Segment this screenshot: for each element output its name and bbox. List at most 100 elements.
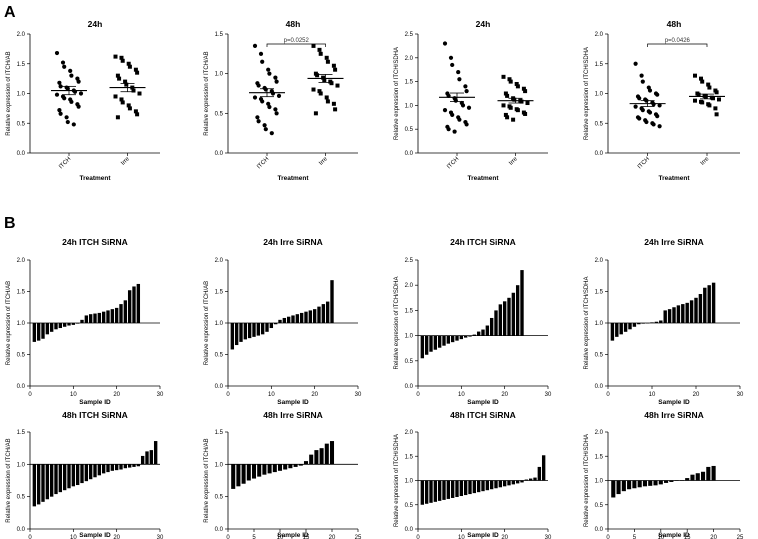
bar [145,451,149,465]
bar [278,319,282,323]
bar [524,479,529,481]
bar [515,285,520,336]
bar [247,323,252,339]
bar [664,480,669,483]
bar [511,480,516,485]
data-point [637,116,642,121]
bar [293,464,298,467]
data-point [331,101,336,106]
bar [88,314,93,323]
bar [706,466,711,481]
y-tick-label: 0.0 [405,527,414,533]
bar [314,450,319,465]
bar [41,464,45,502]
bar [468,480,472,495]
y-axis-label: Relative expression of ITCH/AB [204,438,210,522]
y-tick-label: 1.0 [17,462,26,468]
bar [695,473,700,481]
y-axis-label: Relative expression of ITCH/SDHA [584,276,590,369]
bar [330,280,334,323]
bar [623,323,628,332]
data-point [335,83,340,88]
bar [420,335,425,359]
bar [429,480,433,503]
x-tick-label: 15 [684,535,691,539]
data-point [696,92,701,97]
data-point [321,75,326,80]
bar [312,309,317,323]
x-tick-label: Irre [700,156,711,167]
data-point [115,115,120,120]
x-axis-label: Sample ID [79,399,111,406]
data-point [133,67,138,72]
y-tick-label: 1.0 [595,92,604,98]
data-point [508,105,513,110]
y-axis-label: Relative expression of ITCH/SDHA [584,434,590,527]
data-point [266,67,271,72]
data-point [442,41,448,46]
bar [442,335,446,346]
bar [424,335,429,355]
bar [93,313,97,323]
data-point [260,99,265,104]
data-point [120,58,125,63]
bar [502,480,507,487]
data-point [450,62,455,68]
chart-title: 48h [286,19,301,29]
bar [642,480,648,487]
x-tick-label: 10 [657,535,664,539]
significance-bracket [647,43,708,47]
bar [420,480,425,505]
bar [243,323,248,340]
bar [153,441,158,465]
bar [681,304,685,323]
bar [648,480,653,486]
data-point [60,60,66,65]
chart-3: 24h 0.0 0.5 1.0 1.5 2.0 2.5 Relative expression… [394,19,548,182]
data-point [325,59,330,64]
y-tick-label: 2.0 [595,430,604,436]
bar [637,480,642,488]
y-tick-label: 0.5 [405,503,414,509]
bar [234,323,239,346]
bar [689,300,694,323]
bar [321,304,326,323]
bar [690,474,695,481]
data-point [317,89,322,94]
bar [256,323,261,336]
x-tick-label: 10 [649,392,656,398]
data-point [655,92,660,97]
bar [703,287,707,323]
bar [520,480,524,483]
data-point [120,100,125,105]
bar [324,443,329,465]
bar [149,450,154,465]
data-point [62,96,67,101]
x-tick-label: Irre [120,156,131,167]
y-tick-label: 0.0 [595,527,604,533]
bar [472,334,477,336]
data-point [258,51,264,56]
x-tick-label: 10 [70,392,77,398]
bar [502,301,507,336]
chart-title: 48h ITCH SiRNA [450,410,516,420]
data-point [269,131,274,136]
data-point [333,107,338,112]
bar [653,480,658,486]
x-axis-label: Sample ID [277,399,309,406]
x-tick-label: 10 [70,535,77,539]
data-point [505,115,510,120]
data-point [115,73,120,78]
bar [267,464,272,474]
bar [304,311,308,323]
bar [659,320,663,323]
y-tick-label: 0.0 [215,151,224,157]
data-point [657,124,662,129]
data-point [512,97,517,102]
y-axis-label: Relative expression of ITCH/AB [6,51,12,135]
bar [97,464,102,476]
y-tick-label: 0.5 [405,127,414,133]
bar [537,466,542,481]
data-point [448,55,454,60]
y-tick-label: 0.5 [17,121,26,127]
